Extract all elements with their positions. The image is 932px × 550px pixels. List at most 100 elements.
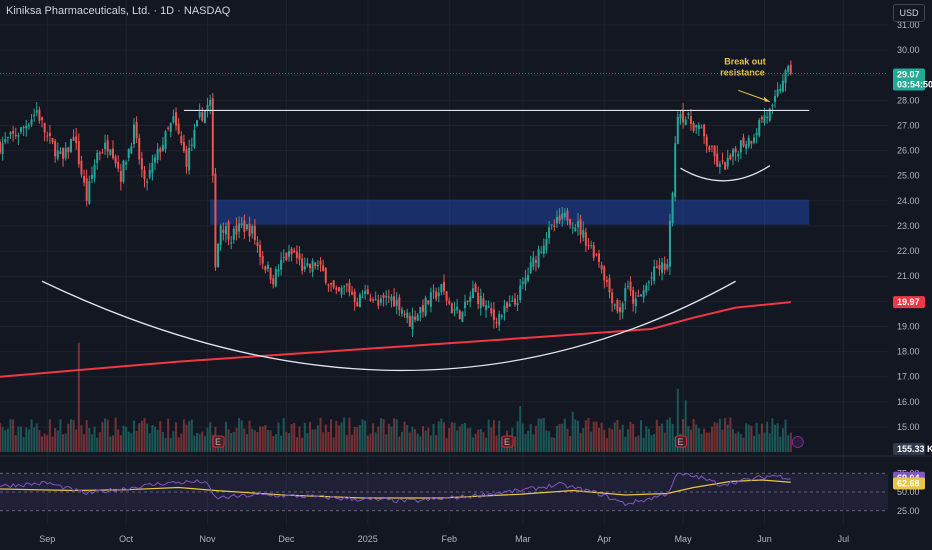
volume-bar	[760, 423, 763, 452]
volume-bar	[718, 418, 721, 452]
volume-bar	[353, 426, 356, 452]
candle-body	[211, 98, 214, 176]
volume-bar	[492, 420, 495, 452]
volume-bar	[443, 422, 445, 452]
candle-body	[385, 295, 388, 298]
volume-bar	[598, 427, 601, 452]
candle-body	[689, 116, 692, 124]
currency-button[interactable]: USD	[893, 4, 925, 22]
candle-body	[253, 225, 256, 241]
volume-bar	[569, 436, 572, 452]
candle-body	[650, 277, 653, 279]
candle-body	[545, 239, 548, 250]
volume-bar	[469, 427, 472, 452]
handle-arc	[680, 165, 771, 182]
candle-body	[613, 304, 616, 306]
candle-body	[266, 264, 269, 269]
volume-bar	[747, 424, 750, 452]
candlestick-series	[0, 60, 792, 338]
volume-bar	[768, 433, 771, 452]
candle-body	[9, 132, 12, 135]
volume-bar	[532, 434, 535, 452]
volume-bar	[408, 432, 411, 452]
candle-body	[466, 300, 469, 302]
volume-bar	[156, 430, 159, 452]
candle-body	[440, 283, 443, 293]
candle-body	[611, 292, 614, 304]
volume-bar	[127, 431, 130, 452]
candle-body	[372, 299, 375, 301]
volume-bar	[529, 424, 532, 452]
volume-bar	[169, 437, 172, 452]
candle-body	[117, 162, 120, 169]
volume-bar	[487, 419, 490, 452]
volume-bar	[164, 437, 167, 452]
candle-body	[98, 152, 101, 154]
candle-body	[571, 227, 574, 229]
candle-body	[561, 213, 564, 220]
candle-body	[227, 221, 230, 240]
volume-bar	[548, 431, 551, 452]
candle-body	[713, 145, 716, 157]
time-tick-label: Jul	[838, 534, 850, 544]
volume-bar	[235, 427, 238, 452]
candle-body	[167, 127, 170, 129]
candle-body	[353, 291, 356, 302]
candle-body	[471, 288, 474, 299]
volume-bar	[582, 427, 585, 452]
volume-bar	[479, 429, 482, 452]
volume-bar	[17, 426, 20, 452]
candle-body	[20, 127, 23, 132]
candle-body	[768, 108, 771, 121]
volume-bar	[453, 422, 456, 452]
volume-bar	[666, 419, 669, 452]
price-tick-label: 23.00	[897, 221, 920, 231]
volume-bar	[629, 421, 632, 452]
candle-body	[161, 144, 164, 151]
volume-bar	[327, 431, 330, 452]
volume-bar	[277, 422, 280, 452]
volume-bar	[43, 433, 46, 452]
volume-bar	[9, 419, 12, 452]
candle-body	[729, 155, 732, 160]
candle-body	[22, 127, 25, 129]
candle-body	[721, 160, 724, 162]
volume-bar	[172, 431, 175, 452]
candle-body	[154, 157, 157, 163]
volume-bar	[46, 435, 49, 452]
time-axis[interactable]: Sep Oct Nov Dec 2025 Feb Mar Apr May Jun Jul	[39, 534, 849, 544]
volume-bar	[650, 435, 653, 452]
candle-body	[348, 282, 351, 293]
candle-body	[125, 162, 128, 165]
candle-body	[324, 268, 327, 283]
candle-body	[119, 171, 122, 182]
volume-bar	[111, 435, 114, 452]
volume-bar	[287, 433, 290, 452]
volume-bar	[335, 420, 338, 452]
candle-body	[14, 135, 17, 137]
candle-body	[668, 220, 671, 267]
candle-body	[495, 322, 498, 324]
time-tick-label: Oct	[119, 534, 134, 544]
volume-bar	[653, 433, 656, 452]
ma-tag-text: 19.97	[897, 297, 920, 307]
volume-bar	[579, 433, 582, 452]
volume-bar	[196, 432, 199, 452]
candle-body	[159, 148, 162, 153]
volume-bar	[658, 426, 661, 452]
volume-bar	[62, 434, 65, 452]
candle-body	[274, 269, 277, 287]
volume-bar	[293, 422, 296, 452]
volume-bar	[188, 421, 191, 452]
volume-bar	[138, 423, 141, 452]
volume-bar	[385, 434, 388, 452]
symbol-title: Kiniksa Pharmaceuticals, Ltd. · 1D · NAS…	[6, 5, 231, 17]
volume-bar	[374, 432, 377, 452]
volume-bar	[466, 428, 469, 452]
candle-body	[369, 298, 372, 301]
candle-body	[477, 292, 480, 304]
volume-bar	[700, 433, 703, 452]
candle-body	[238, 223, 241, 232]
